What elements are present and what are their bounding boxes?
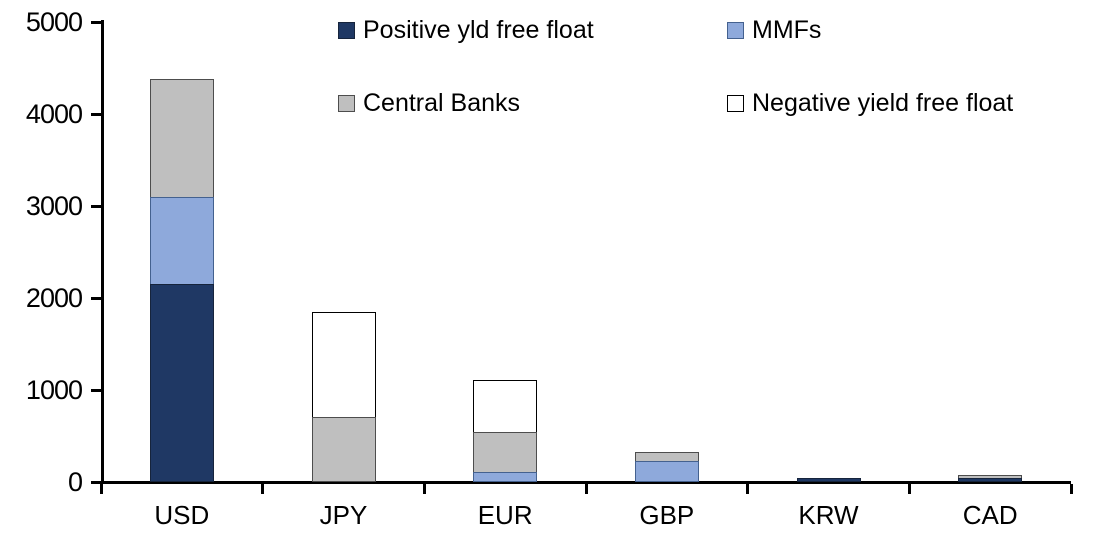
bar-segment-eur [473, 471, 538, 482]
bar-cad [958, 475, 1023, 482]
bar-segment-cad [958, 475, 1023, 479]
bar-segment-jpy [311, 311, 376, 417]
y-axis-tick [91, 20, 101, 24]
x-axis-tick [261, 484, 265, 494]
legend-item-negative-yield-free-float: Negative yield free float [727, 89, 1014, 117]
y-tick-label: 5000 [25, 7, 83, 37]
x-axis-tick [99, 484, 103, 494]
x-axis-tick [907, 484, 911, 494]
bar-segment-gbp [634, 451, 699, 462]
y-axis-tick [91, 388, 101, 392]
legend-item-mmfs: MMFs [727, 16, 822, 44]
x-axis-tick [422, 484, 426, 494]
bar-segment-usd [149, 284, 214, 482]
y-tick-label: 4000 [25, 99, 83, 129]
bar-segment-eur [473, 432, 538, 472]
x-axis-line [101, 481, 1071, 484]
legend-label: Negative yield free float [752, 89, 1014, 117]
y-tick-label: 1000 [25, 375, 83, 405]
y-axis-tick [91, 296, 101, 300]
legend-label: Central Banks [363, 89, 521, 117]
y-axis-tick [91, 480, 101, 484]
bar-segment-eur [473, 379, 538, 433]
y-tick-label: 2000 [25, 283, 83, 313]
legend-label: MMFs [752, 16, 822, 44]
legend-swatch-mmfs [727, 21, 744, 39]
bar-eur [473, 379, 538, 482]
bar-gbp [634, 451, 699, 482]
x-category-label-cad: CAD [962, 500, 1018, 530]
bar-segment-jpy [311, 416, 376, 482]
legend-swatch-positive-yld-free-float [338, 21, 355, 39]
bar-usd [149, 79, 214, 482]
legend-swatch-central-banks [338, 94, 355, 112]
x-axis-tick [584, 484, 588, 494]
bar-jpy [311, 311, 376, 482]
x-category-label-usd: USD [154, 500, 210, 530]
bar-segment-cad [958, 478, 1023, 482]
y-axis-tick [91, 112, 101, 116]
x-category-label-krw: KRW [798, 500, 859, 530]
legend-swatch-negative-yield-free-float [727, 94, 744, 112]
y-axis-line [101, 20, 104, 484]
x-axis-tick [1069, 484, 1073, 494]
x-axis-tick [746, 484, 750, 494]
bar-segment-usd [149, 79, 214, 197]
legend-item-central-banks: Central Banks [338, 89, 521, 117]
x-category-label-eur: EUR [477, 500, 533, 530]
bar-segment-gbp [634, 461, 699, 482]
legend-item-positive-yld-free-float: Positive yld free float [338, 16, 594, 44]
bar-segment-krw [796, 477, 861, 482]
bar-krw [796, 477, 861, 482]
y-axis-tick [91, 204, 101, 208]
legend-label: Positive yld free float [363, 16, 594, 44]
y-tick-label: 3000 [25, 191, 83, 221]
x-category-label-gbp: GBP [639, 500, 695, 530]
x-category-label-jpy: JPY [319, 500, 368, 530]
bar-segment-usd [149, 196, 214, 285]
y-tick-label: 0 [67, 467, 83, 497]
